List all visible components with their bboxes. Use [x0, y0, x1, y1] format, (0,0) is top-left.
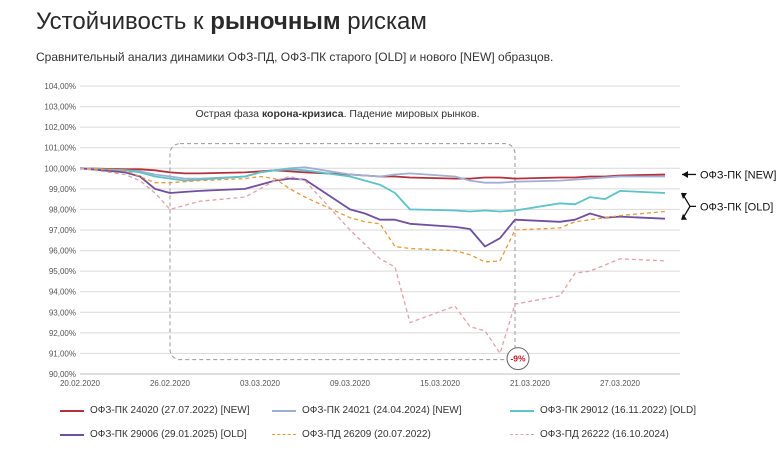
y-tick-label: 97,00%	[49, 226, 76, 235]
y-tick-label: 99,00%	[49, 185, 76, 194]
y-tick-label: 96,00%	[49, 247, 76, 256]
legend-swatch	[510, 409, 534, 412]
series-line-6	[79, 167, 666, 355]
callout-new-arrowhead	[682, 170, 688, 178]
legend-swatch	[272, 409, 296, 412]
x-tick-label: 09.03.2020	[330, 379, 371, 388]
y-tick-label: 90,00%	[49, 370, 76, 379]
legend-label: ОФЗ-ПД 26222 (16.10.2024)	[540, 429, 669, 440]
x-tick-label: 03.03.2020	[240, 379, 281, 388]
callout-new-label: ОФЗ-ПК [NEW]	[700, 169, 776, 181]
legend-label: ОФЗ-ПК 24020 (27.07.2022) [NEW]	[90, 405, 250, 416]
drawdown-marker	[506, 347, 530, 371]
crisis-annotation-text: Острая фаза корона-кризиса. Падение миро…	[195, 108, 479, 120]
y-tick-label: 104,00%	[44, 82, 76, 91]
legend-item: ОФЗ-ПК 24021 (24.04.2024) [NEW]	[272, 405, 462, 416]
legend-item: ОФЗ-ПК 29012 (16.11.2022) [OLD]	[510, 405, 696, 416]
y-tick-label: 93,00%	[49, 308, 76, 317]
x-tick-label: 26.02.2020	[150, 379, 191, 388]
series-line-4	[79, 167, 666, 248]
legend-swatch	[272, 434, 296, 435]
series-line-2	[79, 166, 665, 184]
legend-label: ОФЗ-ПК 29006 (29.01.2025) [OLD]	[90, 429, 247, 440]
series-line-3	[79, 167, 666, 213]
x-tick-label: 27.03.2020	[600, 379, 641, 388]
x-tick-label: 21.03.2020	[510, 379, 551, 388]
y-tick-label: 91,00%	[49, 349, 76, 358]
legend-swatch	[510, 434, 534, 435]
callout-old-bracket	[681, 192, 696, 221]
y-tick-label: 94,00%	[49, 288, 76, 297]
crisis-annotation-box	[169, 143, 516, 361]
legend-label: ОФЗ-ПК 29012 (16.11.2022) [OLD]	[540, 405, 696, 416]
legend-item: ОФЗ-ПК 29006 (29.01.2025) [OLD]	[60, 429, 247, 440]
y-tick-label: 102,00%	[44, 123, 76, 132]
legend-item: ОФЗ-ПК 24020 (27.07.2022) [NEW]	[60, 405, 250, 416]
y-tick-label: 101,00%	[44, 144, 76, 153]
drawdown-marker-label: -9%	[510, 354, 526, 364]
legend-swatch	[60, 409, 84, 412]
y-tick-label: 95,00%	[49, 267, 76, 276]
legend-item: ОФЗ-ПД 26209 (20.07.2022)	[272, 429, 431, 440]
x-tick-label: 15.03.2020	[420, 379, 461, 388]
callout-old-arrowhead-top	[681, 192, 687, 199]
legend-swatch	[60, 433, 84, 436]
y-tick-label: 98,00%	[49, 205, 76, 214]
legend-label: ОФЗ-ПК 24021 (24.04.2024) [NEW]	[302, 405, 462, 416]
y-tick-label: 92,00%	[49, 329, 76, 338]
legend-label: ОФЗ-ПД 26209 (20.07.2022)	[302, 429, 431, 440]
y-tick-label: 103,00%	[44, 103, 76, 112]
callout-old-arrowhead-bottom	[681, 213, 687, 220]
x-tick-label: 20.02.2020	[60, 379, 101, 388]
callout-old-label: ОФЗ-ПК [OLD]	[700, 201, 773, 213]
series-line-5	[79, 167, 666, 263]
legend-item: ОФЗ-ПД 26222 (16.10.2024)	[510, 429, 669, 440]
page-title: Устойчивость к рыночным рискам	[36, 8, 427, 35]
y-tick-label: 100,00%	[44, 164, 76, 173]
page-subtitle: Сравнительный анализ динамики ОФЗ-ПД, ОФ…	[36, 50, 554, 64]
